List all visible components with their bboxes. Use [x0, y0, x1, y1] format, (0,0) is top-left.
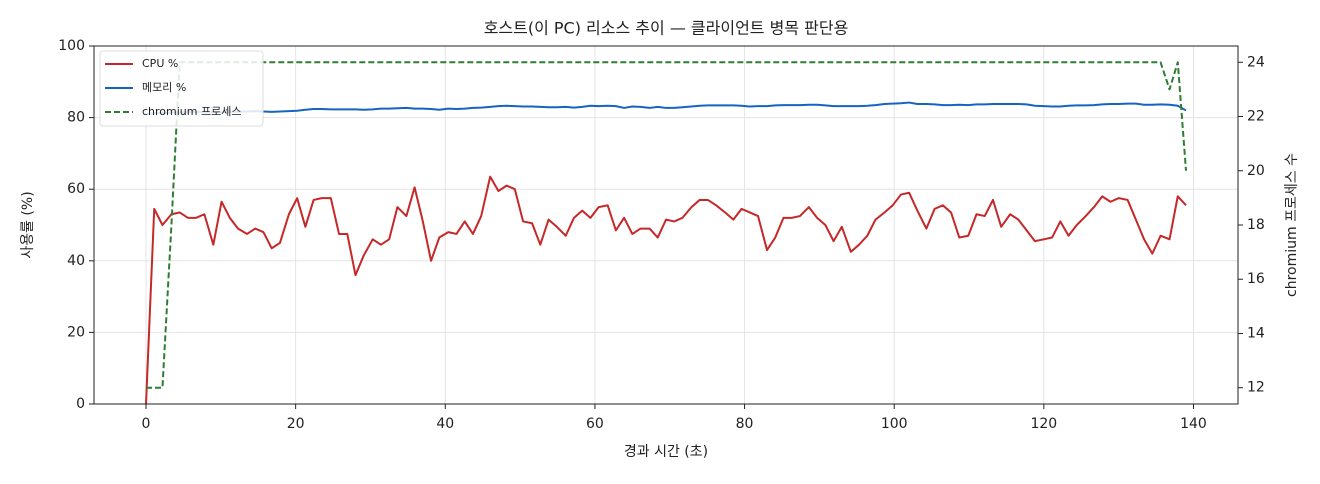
x-tick-label: 0 — [142, 416, 151, 432]
axes: 0 20 40 60 80 100 120 140 0 20 40 60 80 100 12 14 16 18 20… — [58, 38, 1265, 432]
y-tick-label: 100 — [58, 38, 85, 54]
plot-lines — [145, 61, 1187, 405]
y-tick-label: 20 — [67, 324, 85, 340]
y2-tick-label: 18 — [1247, 217, 1265, 233]
legend-label: 메모리 % — [142, 81, 186, 94]
x-tick-label: 20 — [287, 416, 305, 432]
series-line — [146, 61, 1187, 389]
x-axis-label: 경과 시간 (초) — [624, 444, 708, 460]
y2-tick-label: 14 — [1247, 325, 1265, 341]
y-tick-label: 80 — [67, 110, 85, 126]
legend-box — [99, 50, 264, 127]
series-line — [145, 101, 1187, 116]
x-tick-label: 140 — [1180, 416, 1207, 432]
y-tick-label: 40 — [67, 253, 85, 269]
y-tick-label: 60 — [67, 181, 85, 197]
x-tick-label: 120 — [1030, 416, 1057, 432]
y2-tick-label: 22 — [1247, 109, 1265, 125]
x-tick-label: 100 — [881, 416, 908, 432]
legend-label: chromium 프로세스 — [142, 105, 241, 118]
y-axis-label: 사용률 (%) — [20, 191, 36, 258]
y2-tick-label: 12 — [1247, 380, 1265, 396]
y2-tick-label: 20 — [1247, 163, 1265, 179]
chart-title: 호스트(이 PC) 리소스 추이 — 클라이언트 병목 판단용 — [484, 19, 849, 38]
x-tick-label: 80 — [736, 416, 754, 432]
y2-tick-label: 24 — [1247, 54, 1265, 70]
legend: CPU % 메모리 % chromium 프로세스 — [99, 50, 264, 127]
y-tick-label: 0 — [76, 396, 85, 412]
y2-tick-label: 16 — [1247, 271, 1265, 287]
x-tick-label: 40 — [436, 416, 454, 432]
x-tick-label: 60 — [586, 416, 604, 432]
series-line — [145, 175, 1187, 405]
y2-axis-label: chromium 프로세스 수 — [1284, 153, 1300, 297]
legend-label: CPU % — [142, 57, 178, 70]
